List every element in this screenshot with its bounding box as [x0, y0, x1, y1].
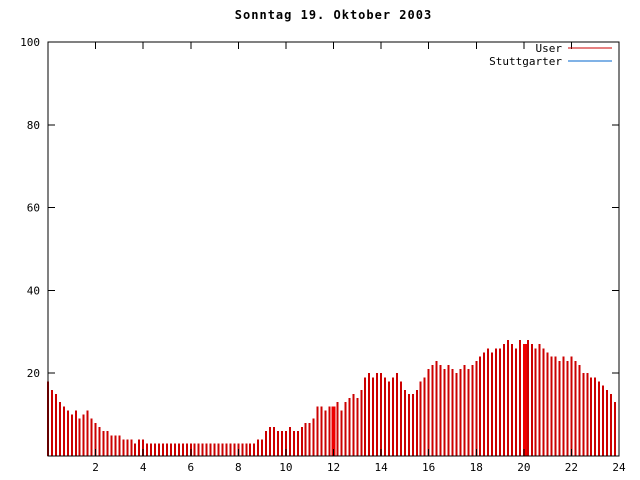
- y-tick-label: 20: [27, 367, 40, 380]
- legend-stuttgarter-label: Stuttgarter: [489, 55, 562, 68]
- x-tick-label: 2: [92, 461, 99, 474]
- x-tick-label: 14: [374, 461, 388, 474]
- x-tick-label: 22: [565, 461, 578, 474]
- legend-user-label: User: [536, 42, 563, 55]
- user-series-bars: [47, 340, 617, 456]
- x-tick-label: 24: [612, 461, 626, 474]
- chart-title: Sonntag 19. Oktober 2003: [234, 8, 433, 22]
- x-tick-label: 6: [187, 461, 194, 474]
- x-tick-label: 10: [279, 461, 292, 474]
- x-tick-label: 8: [235, 461, 242, 474]
- plot-border: [47, 41, 620, 457]
- x-tick-label: 20: [517, 461, 530, 474]
- y-tick-label: 40: [27, 284, 40, 297]
- y-tick-label: 80: [27, 119, 40, 132]
- y-tick-label: 100: [20, 36, 40, 49]
- y-tick-label: 60: [27, 202, 40, 215]
- x-axis-ticks: 2 4 6 8 10 12 14 16 18 20 22 24: [92, 42, 626, 474]
- y-axis-ticks: 20 40 60 80 100: [20, 36, 619, 380]
- x-tick-label: 4: [140, 461, 147, 474]
- solid-spike-bars: [331, 344, 528, 456]
- x-tick-label: 18: [470, 461, 483, 474]
- x-tick-label: 16: [422, 461, 435, 474]
- x-tick-label: 12: [327, 461, 340, 474]
